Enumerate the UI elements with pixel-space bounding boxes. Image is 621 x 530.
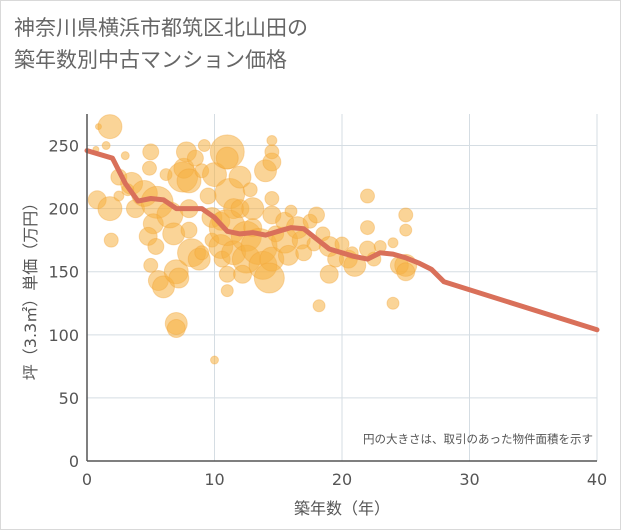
bubble-38 xyxy=(199,187,217,205)
bubble-96 xyxy=(398,207,414,223)
axes xyxy=(86,114,597,462)
bubble-94 xyxy=(386,296,400,310)
y-tick-label-4: 200 xyxy=(48,200,79,219)
bubble-93 xyxy=(387,237,399,249)
bubble-3 xyxy=(101,141,111,151)
bubble-59 xyxy=(241,197,265,221)
bubble-103 xyxy=(242,182,258,198)
bubbles xyxy=(87,114,418,365)
bubble-67 xyxy=(264,191,280,207)
bubble-42 xyxy=(210,355,219,365)
x-tick-label-2: 20 xyxy=(332,470,352,489)
bubble-36 xyxy=(176,168,202,194)
bubble-89 xyxy=(360,220,375,236)
bubble-107 xyxy=(194,245,210,261)
trend-line xyxy=(84,148,600,333)
bubble-2 xyxy=(97,114,123,140)
bubble-77 xyxy=(295,244,313,262)
bubble-79 xyxy=(308,206,325,224)
bubble-99 xyxy=(396,262,416,282)
x-tick-label-3: 30 xyxy=(459,470,479,489)
y-tick-label-2: 100 xyxy=(48,326,79,345)
bubble-13 xyxy=(142,143,160,161)
y-tick-label-1: 50 xyxy=(59,389,79,408)
y-tick-label-0: 0 xyxy=(69,452,79,471)
bubble-6 xyxy=(103,232,119,248)
bubble-32 xyxy=(180,221,198,239)
bubble-88 xyxy=(360,188,375,204)
x-tick-label-0: 0 xyxy=(82,470,92,489)
bubble-104 xyxy=(284,204,298,218)
bubble-65 xyxy=(264,144,280,160)
y-tick-label-3: 150 xyxy=(48,263,79,282)
y-tick-label-5: 250 xyxy=(48,137,79,156)
bubble-97 xyxy=(399,223,413,237)
chart-title-line-1: 神奈川県横浜市都筑区北山田の xyxy=(14,16,308,40)
bubble-53 xyxy=(220,284,234,298)
y-axis-label: 坪（3.3㎡）単価（万円） xyxy=(21,195,40,380)
bubble-35 xyxy=(186,149,204,167)
bubble-25 xyxy=(168,267,190,289)
bubble-8 xyxy=(120,151,130,161)
bubble-102 xyxy=(197,139,211,153)
bubble-17 xyxy=(147,237,165,255)
tick-labels: 0 50 100 150 200 250 0 10 20 30 40 xyxy=(48,137,607,489)
bubble-18 xyxy=(143,257,159,273)
bubble-83 xyxy=(319,264,339,284)
chart-title: 神奈川県横浜市都筑区北山田の 築年数別中古マンション価格 xyxy=(14,12,308,76)
chart-note: 円の大きさは、取引のあった物件面積を示す xyxy=(363,432,593,446)
bubble-27 xyxy=(166,319,186,339)
bubble-47 xyxy=(215,146,239,170)
bubble-66 xyxy=(266,134,278,146)
bubble-58 xyxy=(233,264,253,284)
bubble-12 xyxy=(141,160,157,176)
bubble-81 xyxy=(312,299,326,313)
bubble-100 xyxy=(113,190,125,202)
bubble-5 xyxy=(97,196,123,222)
bubble-74 xyxy=(277,244,299,266)
bubble-52 xyxy=(218,265,236,283)
x-tick-label-1: 10 xyxy=(204,470,224,489)
x-axis-label: 築年数（年） xyxy=(294,499,390,518)
bubble-54 xyxy=(228,165,252,189)
x-tick-label-4: 40 xyxy=(587,470,607,489)
bubble-71 xyxy=(253,262,285,294)
chart-title-line-2: 築年数別中古マンション価格 xyxy=(14,48,287,72)
